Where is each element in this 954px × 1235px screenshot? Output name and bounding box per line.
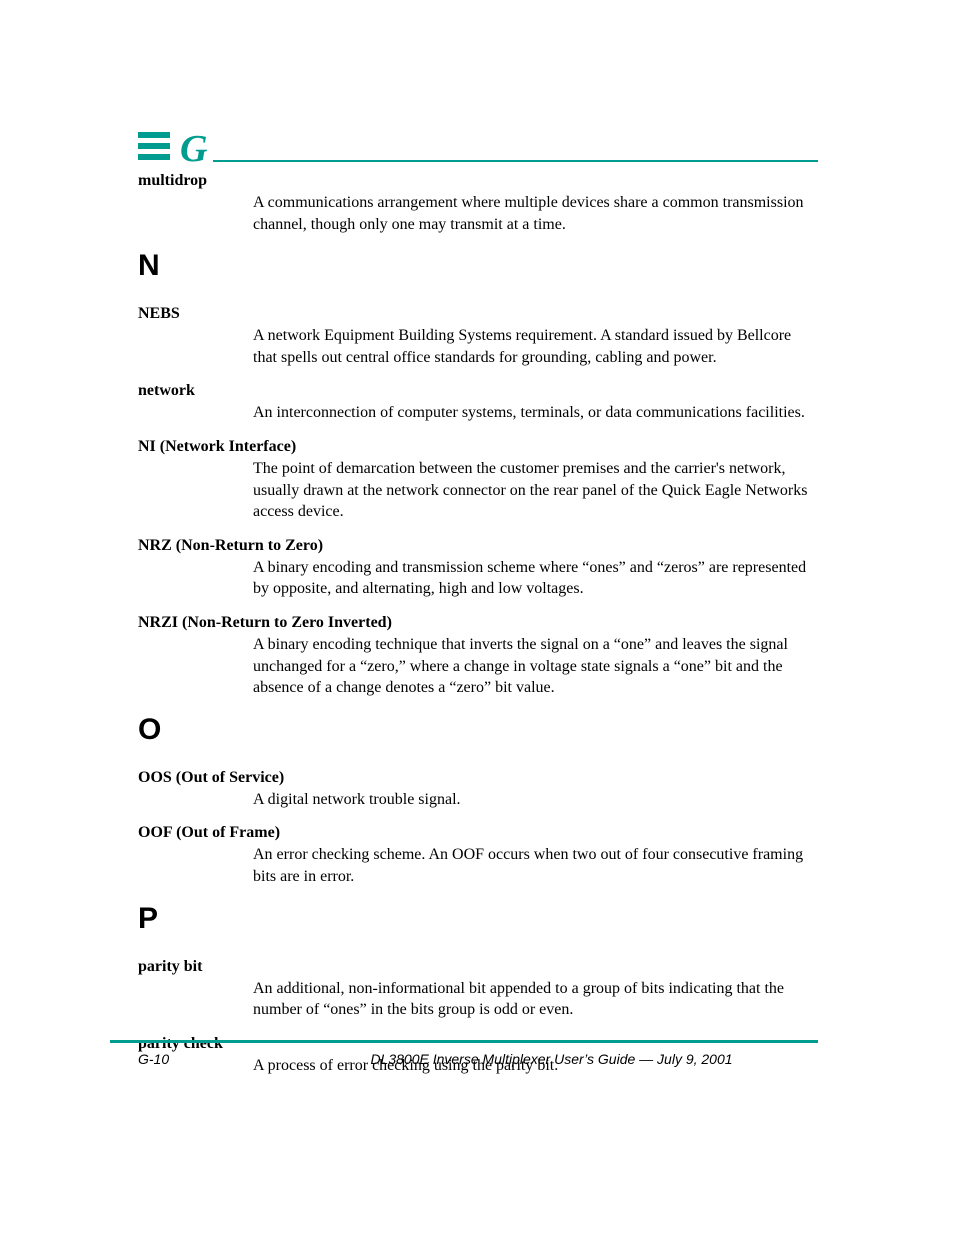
glossary-entry: NRZ (Non-Return to Zero) A binary encodi… [138,537,818,600]
header-rule [213,160,818,162]
page-footer: G-10 DL3800E Inverse Multiplexer User’s … [110,1040,818,1067]
glossary-entry: multidrop A communications arrangement w… [138,172,818,235]
footer-row: G-10 DL3800E Inverse Multiplexer User’s … [110,1051,818,1067]
glossary-term: NRZ (Non-Return to Zero) [138,537,818,555]
glossary-definition: A network Equipment Building Systems req… [253,325,818,368]
glossary-term: NEBS [138,305,818,323]
page-content: G multidrop A communications arrangement… [138,130,818,1090]
glossary-term: parity bit [138,958,818,976]
footer-page-number: G-10 [110,1051,285,1067]
glossary-entry: NEBS A network Equipment Building System… [138,305,818,368]
glossary-entry: NI (Network Interface) The point of dema… [138,438,818,523]
section-letter-o: O [138,713,818,747]
glossary-definition: An interconnection of computer systems, … [253,402,818,424]
glossary-term: multidrop [138,172,818,190]
glossary-entry: parity bit An additional, non-informatio… [138,958,818,1021]
glossary-term: network [138,382,818,400]
header-bars-icon [138,132,170,168]
glossary-entry: OOS (Out of Service) A digital network t… [138,769,818,811]
section-letter-n: N [138,249,818,283]
glossary-entry: NRZI (Non-Return to Zero Inverted) A bin… [138,614,818,699]
glossary-term: NI (Network Interface) [138,438,818,456]
footer-doc-title: DL3800E Inverse Multiplexer User’s Guide… [285,1051,818,1067]
glossary-term: OOF (Out of Frame) [138,824,818,842]
glossary-definition: An additional, non-informational bit app… [253,978,818,1021]
glossary-definition: A binary encoding technique that inverts… [253,634,818,699]
glossary-definition: A digital network trouble signal. [253,789,818,811]
glossary-definition: The point of demarcation between the cus… [253,458,818,523]
glossary-term: OOS (Out of Service) [138,769,818,787]
glossary-term: NRZI (Non-Return to Zero Inverted) [138,614,818,632]
appendix-header: G [138,130,818,168]
glossary-definition: An error checking scheme. An OOF occurs … [253,844,818,887]
glossary-entry: network An interconnection of computer s… [138,382,818,424]
glossary-definition: A communications arrangement where multi… [253,192,818,235]
section-letter-p: P [138,902,818,936]
glossary-entry: OOF (Out of Frame) An error checking sch… [138,824,818,887]
glossary-definition: A binary encoding and transmission schem… [253,557,818,600]
appendix-letter: G [180,130,207,168]
footer-rule [110,1040,818,1043]
